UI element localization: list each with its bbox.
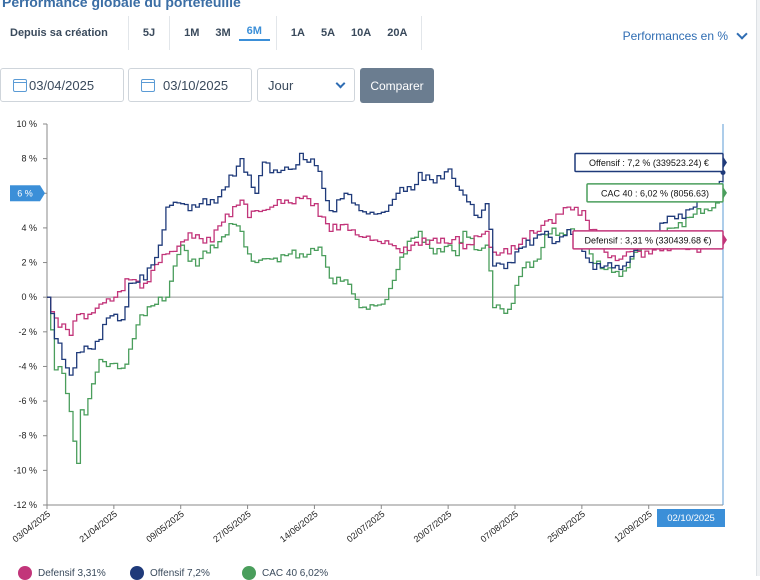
date-from-field[interactable]: 03/04/2025 xyxy=(0,68,124,102)
series-line-defensif xyxy=(47,195,724,336)
crosshair-date-box xyxy=(657,509,725,527)
performance-mode-label: Performances en % xyxy=(622,29,728,43)
tooltip-text-defensif: Defensif : 3,31 % (330439.68 €) xyxy=(584,235,711,245)
legend-label-offensif: Offensif 7,2% xyxy=(150,567,210,579)
y-tick-label: -12 % xyxy=(13,500,37,510)
y-marker-badge: 6 % xyxy=(10,185,45,202)
period-1m[interactable]: 1M xyxy=(184,27,200,39)
panel-edge xyxy=(756,0,760,576)
y-tick-label: -4 % xyxy=(18,361,37,371)
legend-item-cac40[interactable]: CAC 40 6,02% xyxy=(242,566,328,580)
legend-label-cac40: CAC 40 6,02% xyxy=(262,567,329,579)
legend-item-defensif[interactable]: Defensif 3,31% xyxy=(18,566,106,580)
date-to-value: 03/10/2025 xyxy=(163,77,229,93)
crosshair-date-label: 02/10/2025 xyxy=(667,513,715,524)
tooltip-text-cac40: CAC 40 : 6,02 % (8056.63) xyxy=(601,188,709,198)
tooltip-text-offensif: Offensif : 7,2 % (339523.24) € xyxy=(589,158,709,168)
y-tick-label: -2 % xyxy=(18,327,37,337)
performance-mode-dropdown[interactable]: Performances en % xyxy=(622,28,748,43)
period-divider xyxy=(421,16,423,50)
tooltip-arrow-offensif xyxy=(723,156,727,169)
x-tick-label: 25/08/2025 xyxy=(545,509,587,545)
period-5a[interactable]: 5A xyxy=(320,27,336,39)
date-from-value: 03/04/2025 xyxy=(29,77,95,93)
period-6m[interactable]: 6M xyxy=(238,25,270,41)
legend-label-defensif: Defensif 3,31% xyxy=(38,567,106,579)
legend-swatch-cac40 xyxy=(242,566,256,580)
compare-button[interactable]: Comparer xyxy=(360,68,434,103)
y-tick-label: 2 % xyxy=(21,258,37,268)
period-since-creation[interactable]: Depuis sa création xyxy=(10,27,108,39)
granularity-value: Jour xyxy=(268,77,294,93)
series-line-offensif xyxy=(47,152,724,376)
legend-item-offensif[interactable]: Offensif 7,2% xyxy=(130,566,210,580)
y-marker-arrow xyxy=(40,185,45,202)
calendar-icon xyxy=(141,78,155,92)
x-tick-label: 14/06/2025 xyxy=(278,509,320,545)
tooltip-defensif: Defensif : 3,31 % (330439.68 €) xyxy=(572,230,727,250)
crosshair-date-badge: 02/10/2025 xyxy=(657,509,725,527)
x-tick-label: 20/07/2025 xyxy=(412,509,454,545)
x-tick-label: 07/08/2025 xyxy=(479,509,521,545)
granularity-select[interactable]: Jour xyxy=(257,68,355,102)
y-tick-label: 4 % xyxy=(21,223,37,233)
y-tick-label: 10 % xyxy=(16,119,37,129)
period-3m[interactable]: 3M xyxy=(215,27,231,39)
x-tick-label: 02/07/2025 xyxy=(345,509,387,545)
y-tick-label: 0 % xyxy=(21,292,37,302)
tooltip-offensif: Offensif : 7,2 % (339523.24) € xyxy=(574,152,727,173)
date-to-field[interactable]: 03/10/2025 xyxy=(128,68,252,102)
series-line-cac40 xyxy=(47,192,724,465)
y-tick-label: -10 % xyxy=(13,465,37,475)
period-1a[interactable]: 1A xyxy=(290,27,305,39)
period-divider xyxy=(169,16,171,50)
y-tick-label: 8 % xyxy=(21,154,37,164)
y-marker-box xyxy=(10,185,40,202)
period-divider xyxy=(275,16,277,50)
tooltip-cac40: CAC 40 : 6,02 % (8056.63) xyxy=(586,183,727,203)
tooltip-arrow-cac40 xyxy=(723,186,727,199)
period-divider xyxy=(127,16,129,50)
period-5j[interactable]: 5J xyxy=(142,27,156,39)
calendar-icon xyxy=(13,78,27,92)
page-title: Performance globale du portefeuille xyxy=(2,0,241,10)
x-tick-label: 27/05/2025 xyxy=(211,509,253,545)
period-20a[interactable]: 20A xyxy=(387,27,408,39)
period-10a[interactable]: 10A xyxy=(351,27,372,39)
legend-swatch-defensif xyxy=(18,566,32,580)
y-tick-label: -8 % xyxy=(18,431,37,441)
y-marker-label: 6 % xyxy=(17,188,33,198)
x-tick-label: 21/04/2025 xyxy=(77,509,119,545)
y-tick-label: -6 % xyxy=(18,396,37,406)
tooltip-arrow-defensif xyxy=(723,233,727,246)
period-selector: Depuis sa création 5J 1M 3M 6M 1A 5A 10A… xyxy=(0,16,428,50)
x-tick-label: 03/04/2025 xyxy=(11,509,53,545)
legend-swatch-offensif xyxy=(130,566,144,580)
x-tick-label: 09/05/2025 xyxy=(144,509,186,545)
x-tick-label: 12/09/2025 xyxy=(612,509,654,545)
